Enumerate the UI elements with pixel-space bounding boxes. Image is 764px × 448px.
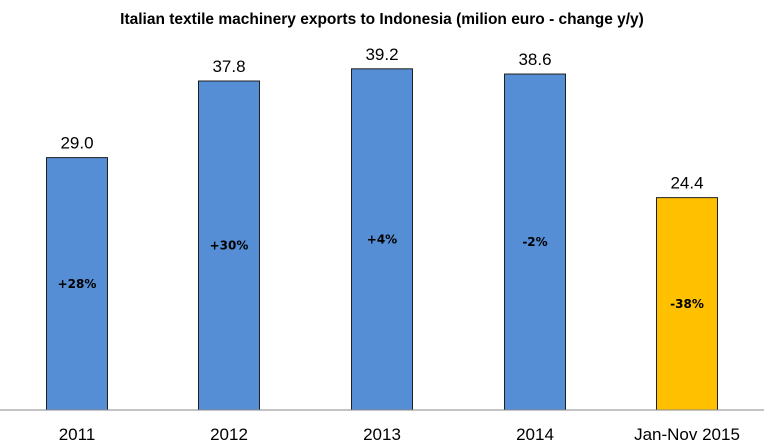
- value-label: 29.0: [60, 134, 93, 153]
- category-tick-label: 2012: [210, 425, 248, 444]
- change-label: -2%: [522, 235, 547, 249]
- value-label: 24.4: [670, 174, 703, 193]
- category-tick-label: 2011: [59, 425, 96, 444]
- bar-2013: [351, 68, 413, 411]
- category-tick-label: 2013: [363, 425, 401, 444]
- bar-2011: [46, 157, 108, 411]
- value-label: 39.2: [365, 45, 398, 64]
- change-label: -38%: [670, 297, 704, 311]
- bar-jan-nov-2015: [656, 197, 718, 411]
- change-label: +4%: [367, 232, 397, 246]
- change-label: +28%: [58, 277, 97, 291]
- category-tick-label: Jan-Nov 2015: [634, 425, 740, 444]
- bar-2014: [504, 73, 566, 411]
- change-label: +30%: [210, 239, 249, 253]
- category-tick-label: 2014: [516, 425, 554, 444]
- value-label: 38.6: [518, 50, 551, 69]
- bar-2012: [198, 80, 260, 411]
- value-label: 37.8: [212, 57, 245, 76]
- chart-title: Italian textile machinery exports to Ind…: [120, 11, 644, 28]
